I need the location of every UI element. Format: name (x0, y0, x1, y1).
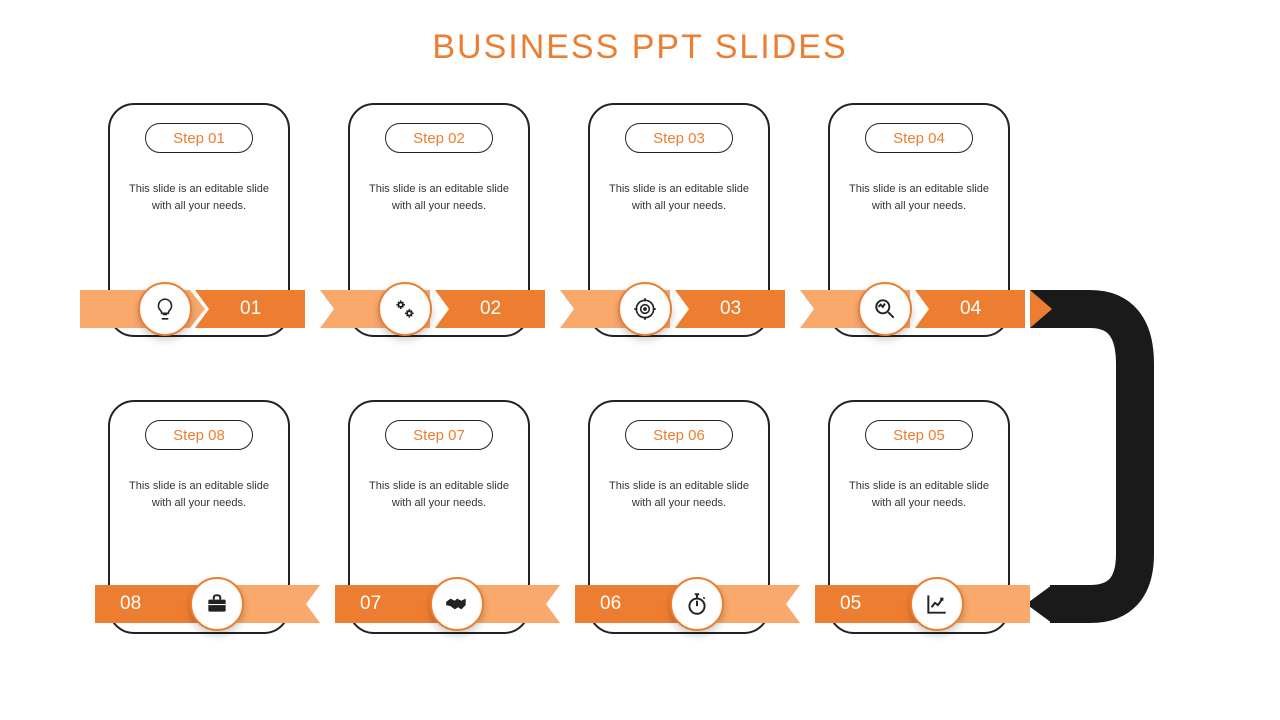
num-04: 04 (960, 298, 981, 320)
arrow-seg (575, 585, 685, 623)
gears-icon (378, 282, 432, 336)
stopwatch-icon (670, 577, 724, 631)
desc-step-01: This slide is an editable slide with all… (126, 181, 272, 215)
magnify-icon (858, 282, 912, 336)
num-02: 02 (480, 298, 501, 320)
desc-step-04: This slide is an editable slide with all… (846, 181, 992, 215)
num-01: 01 (240, 298, 261, 320)
desc-step-08: This slide is an editable slide with all… (126, 478, 272, 512)
flow-connector (1030, 284, 1160, 629)
desc-step-03: This slide is an editable slide with all… (606, 181, 752, 215)
chart-icon (910, 577, 964, 631)
pill-step-03: Step 03 (625, 123, 733, 153)
pill-step-08: Step 08 (145, 420, 253, 450)
num-08: 08 (120, 593, 141, 615)
arrow-seg (815, 585, 925, 623)
arrow-band-bottom: 08 07 06 05 (80, 585, 1050, 623)
page-title: BUSINESS PPT SLIDES (0, 28, 1280, 67)
briefcase-icon (190, 577, 244, 631)
pill-step-01: Step 01 (145, 123, 253, 153)
arrow-band-top: 01 02 03 04 (80, 290, 1050, 328)
pill-step-07: Step 07 (385, 420, 493, 450)
num-05: 05 (840, 593, 861, 615)
arrow-seg (335, 585, 445, 623)
pill-step-04: Step 04 (865, 123, 973, 153)
num-07: 07 (360, 593, 381, 615)
desc-step-02: This slide is an editable slide with all… (366, 181, 512, 215)
num-03: 03 (720, 298, 741, 320)
slide: BUSINESS PPT SLIDES Step 01 This slide i… (0, 0, 1280, 720)
pill-step-02: Step 02 (385, 123, 493, 153)
pill-step-06: Step 06 (625, 420, 733, 450)
lightbulb-icon (138, 282, 192, 336)
desc-step-05: This slide is an editable slide with all… (846, 478, 992, 512)
desc-step-07: This slide is an editable slide with all… (366, 478, 512, 512)
num-06: 06 (600, 593, 621, 615)
pill-step-05: Step 05 (865, 420, 973, 450)
target-icon (618, 282, 672, 336)
arrow-seg (95, 585, 205, 623)
desc-step-06: This slide is an editable slide with all… (606, 478, 752, 512)
handshake-icon (430, 577, 484, 631)
